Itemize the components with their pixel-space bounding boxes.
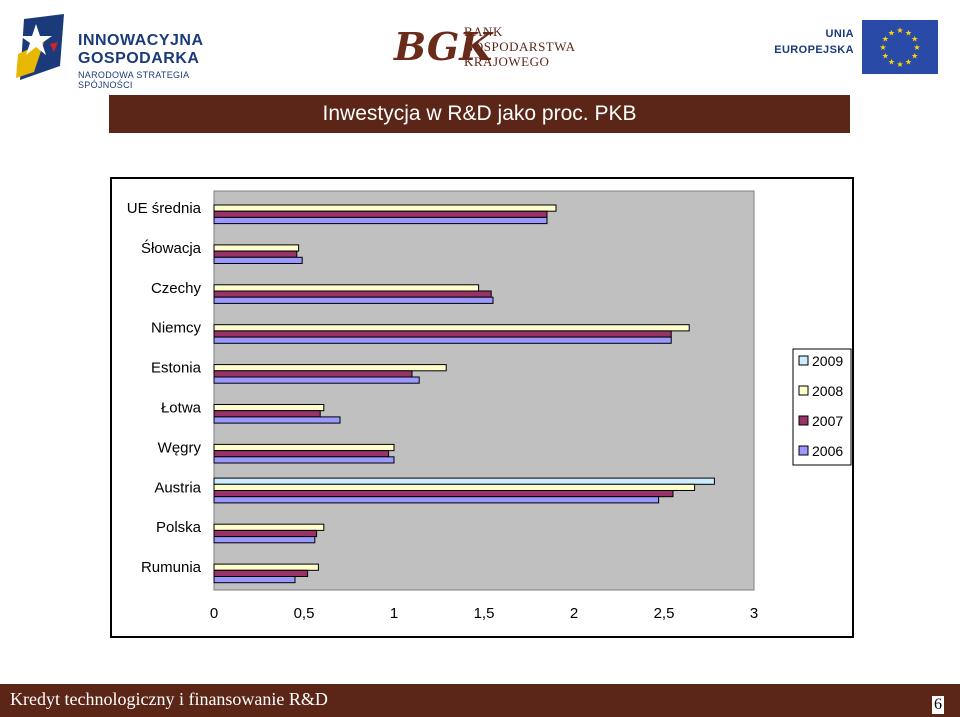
bar-2008 bbox=[213, 204, 557, 212]
eu-line2: EUROPEJSKA bbox=[774, 44, 854, 56]
legend-label: 2008 bbox=[812, 383, 843, 399]
eu-star-icon: ★ bbox=[882, 35, 889, 44]
bgk-monogram: BGK bbox=[394, 24, 493, 69]
footer-bar: Kredyt technologiczny i finansowanie R&D… bbox=[0, 684, 960, 717]
category-label: Austria bbox=[154, 479, 201, 496]
category-label: Czechy bbox=[151, 280, 202, 297]
category-label: UE średnia bbox=[127, 200, 202, 217]
bar-2008 bbox=[213, 284, 480, 292]
bar-2007 bbox=[213, 330, 672, 338]
eu-flag-icon: ★★★★★★★★★ ★ ★★ bbox=[862, 20, 938, 74]
category-label: Estonia bbox=[151, 360, 202, 377]
bank-line2: GOSPODARSTWA bbox=[464, 39, 576, 54]
bar-2008 bbox=[213, 523, 325, 531]
legend-swatch-2006 bbox=[798, 445, 809, 456]
bar-2007 bbox=[213, 529, 318, 538]
bank-line1: BANK bbox=[464, 24, 503, 39]
eu-star-icon: ★ bbox=[879, 43, 886, 52]
legend-swatch-2008 bbox=[798, 385, 809, 396]
x-tick-label: 3 bbox=[750, 605, 758, 622]
bar-2006 bbox=[213, 376, 420, 384]
legend-label: 2006 bbox=[812, 443, 843, 459]
eu-star-icon: ★ bbox=[911, 52, 918, 61]
bar-2008 bbox=[213, 364, 447, 372]
logo-line2: GOSPODARKA bbox=[78, 50, 200, 67]
bar-2006 bbox=[213, 576, 296, 584]
page-number: 6 bbox=[932, 696, 944, 714]
x-tick-label: 0,5 bbox=[294, 605, 315, 622]
eu-star-icon: ★ bbox=[896, 26, 903, 35]
x-tick-label: 0 bbox=[210, 605, 218, 622]
bar-2006 bbox=[213, 336, 672, 344]
footer-text: Kredyt technologiczny i finansowanie R&D bbox=[10, 689, 328, 709]
bar-2006 bbox=[213, 256, 303, 265]
category-label: Niemcy bbox=[151, 320, 202, 337]
eu-star-icon: ★ bbox=[882, 52, 889, 61]
x-tick-label: 2 bbox=[570, 605, 578, 622]
x-tick-label: 1 bbox=[390, 605, 398, 622]
bar-chart: UE średnia Śłowacja Czechy Niemcy Estonia Łot… bbox=[127, 190, 852, 622]
bar-2007 bbox=[213, 490, 674, 498]
bar-2008 bbox=[213, 244, 300, 252]
plot-area bbox=[213, 190, 755, 591]
bar-2008 bbox=[213, 324, 690, 332]
x-tick-label: 1,5 bbox=[474, 605, 495, 622]
bar-2007 bbox=[213, 210, 548, 218]
bar-2006 bbox=[213, 296, 494, 304]
category-label: Śłowacja bbox=[141, 239, 202, 257]
bar-2008 bbox=[213, 483, 696, 491]
eu-logo: UNIA EUROPEJSKA ★ ★ ★ ★ ★ ★ ★ ★ ★ ★ ★ ★ bbox=[774, 18, 946, 78]
eu-star-icon: ★ bbox=[911, 35, 918, 44]
legend-swatch-2007 bbox=[798, 415, 809, 426]
eu-star-icon: ★ bbox=[905, 58, 912, 67]
eu-star-icon: ★ bbox=[913, 43, 920, 52]
legend-label: 2009 bbox=[812, 353, 843, 369]
logo-line3: NARODOWA STRATEGIA SPÓJNOŚCI bbox=[78, 70, 189, 90]
innowacyjna-gospodarka-logo: INNOWACYJNA GOSPODARKA NARODOWA STRATEGI… bbox=[14, 14, 244, 90]
slide-title: Inwestycja w R&D jako proc. PKB bbox=[109, 95, 850, 133]
bar-2007 bbox=[213, 450, 390, 458]
eu-star-icon: ★ bbox=[896, 60, 903, 69]
bgk-logo: BGK BANK GOSPODARSTWA KRAJOWEGO bbox=[394, 22, 594, 76]
logo-line1: INNOWACYJNA bbox=[78, 32, 204, 49]
category-label: Rumunia bbox=[141, 559, 202, 576]
eu-line1: UNIA bbox=[825, 28, 854, 40]
category-label: Łotwa bbox=[161, 400, 202, 417]
eu-star-icon: ★ bbox=[888, 58, 895, 67]
bar-2007 bbox=[213, 290, 492, 298]
bar-2007 bbox=[213, 569, 309, 577]
bar-2007 bbox=[213, 250, 298, 258]
category-label: Polska bbox=[156, 519, 202, 536]
bar-2007 bbox=[213, 370, 413, 378]
bar-2008 bbox=[213, 443, 395, 452]
bar-2006 bbox=[213, 216, 548, 225]
bar-2009 bbox=[213, 477, 715, 485]
bar-2006 bbox=[213, 456, 395, 464]
eu-star-icon: ★ bbox=[888, 28, 895, 37]
bank-line3: KRAJOWEGO bbox=[464, 54, 550, 69]
category-label: Węgry bbox=[158, 439, 202, 456]
bar-2006 bbox=[213, 536, 316, 544]
eu-star-icon: ★ bbox=[905, 28, 912, 37]
bar-2006 bbox=[213, 416, 341, 424]
bar-2007 bbox=[213, 410, 321, 418]
bar-2008 bbox=[213, 563, 319, 571]
legend-label: 2007 bbox=[812, 413, 843, 429]
bar-2006 bbox=[213, 496, 660, 504]
star-logo-icon bbox=[16, 14, 64, 80]
legend-swatch-2009 bbox=[798, 355, 809, 366]
x-tick-label: 2,5 bbox=[654, 605, 675, 622]
bar-2008 bbox=[213, 404, 325, 412]
